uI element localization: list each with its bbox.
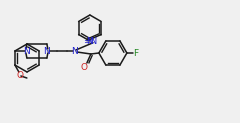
Text: N: N xyxy=(24,46,30,55)
Text: F: F xyxy=(133,48,138,57)
Text: N: N xyxy=(86,37,93,46)
Text: N: N xyxy=(72,46,78,55)
Text: O: O xyxy=(80,62,87,71)
Text: N: N xyxy=(43,46,50,55)
Text: O: O xyxy=(16,70,23,79)
Text: =N: =N xyxy=(83,37,97,46)
